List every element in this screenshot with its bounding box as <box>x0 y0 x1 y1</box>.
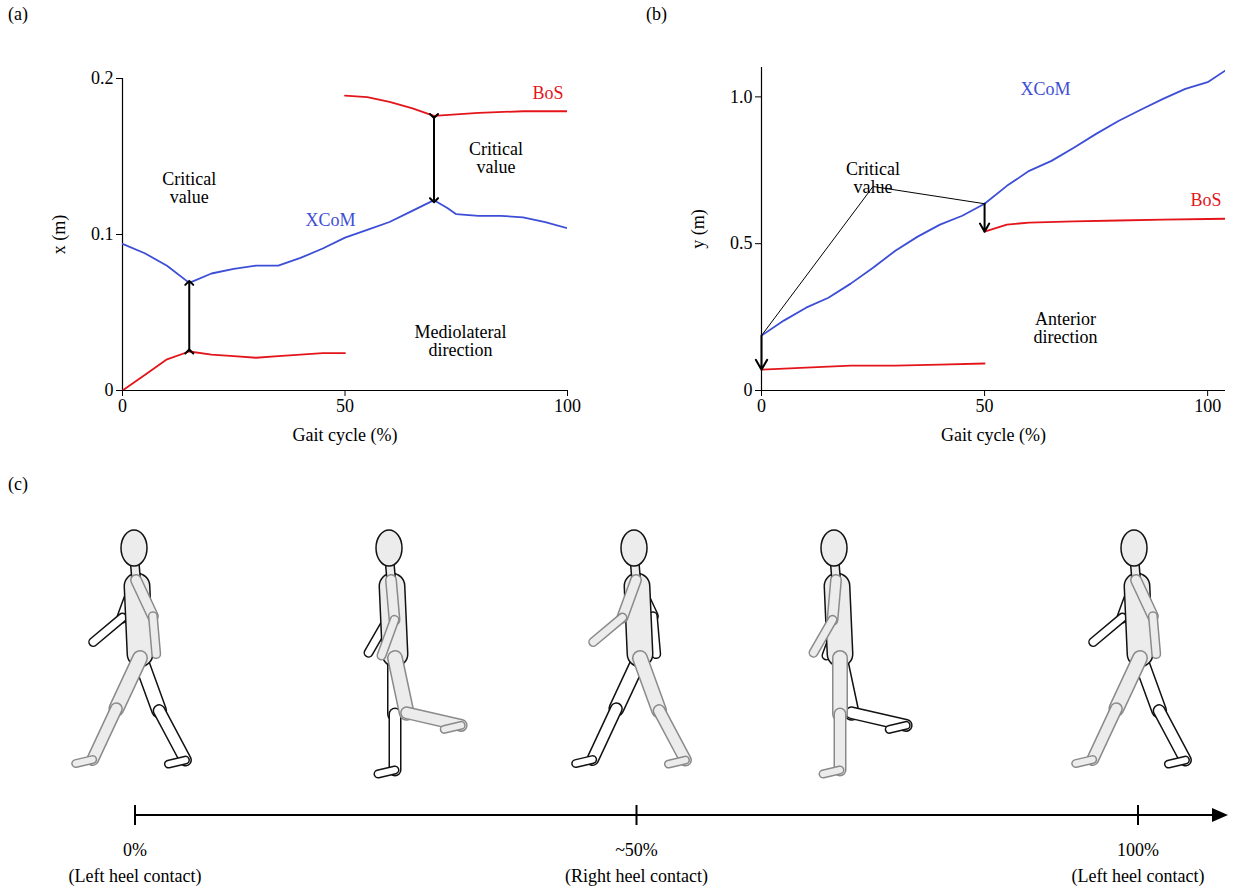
html-text:(b): (b) <box>646 4 667 24</box>
svg-text:Mediolateraldirection: Mediolateraldirection <box>415 322 507 360</box>
svg-text:0.2: 0.2 <box>91 68 114 88</box>
svg-text:(Left heel contact): (Left heel contact) <box>69 866 202 887</box>
svg-text:100%: 100% <box>1117 840 1159 860</box>
html-text:(c): (c) <box>8 474 28 494</box>
svg-text:BoS: BoS <box>1190 190 1221 210</box>
svg-text:50: 50 <box>976 396 994 416</box>
svg-text:y (m): y (m) <box>688 209 709 249</box>
svg-text:0: 0 <box>118 396 127 416</box>
svg-text:Criticalvalue: Criticalvalue <box>469 139 523 177</box>
svg-text:0: 0 <box>744 380 753 400</box>
svg-text:0.1: 0.1 <box>91 224 114 244</box>
svg-text:1.0: 1.0 <box>730 87 753 107</box>
svg-text:Criticalvalue: Criticalvalue <box>846 159 900 197</box>
html-text:(a): (a) <box>8 4 28 24</box>
svg-text:100: 100 <box>1194 396 1221 416</box>
svg-text:(Left heel contact): (Left heel contact) <box>1072 866 1205 887</box>
svg-text:0%: 0% <box>123 840 147 860</box>
svg-text:Gait cycle (%): Gait cycle (%) <box>293 425 398 446</box>
svg-text:Anteriordirection: Anteriordirection <box>1034 309 1098 347</box>
svg-text:Criticalvalue: Criticalvalue <box>162 169 216 207</box>
svg-text:XCoM: XCoM <box>1020 79 1070 99</box>
svg-text:BoS: BoS <box>532 83 563 103</box>
svg-text:x (m): x (m) <box>49 215 70 255</box>
svg-text:0: 0 <box>757 396 766 416</box>
svg-text:(Right heel contact): (Right heel contact) <box>565 866 708 887</box>
svg-text:Gait cycle (%): Gait cycle (%) <box>941 425 1046 446</box>
svg-text:XCoM: XCoM <box>305 210 355 230</box>
svg-text:100: 100 <box>554 396 581 416</box>
svg-text:50: 50 <box>336 396 354 416</box>
svg-text:0.5: 0.5 <box>730 233 753 253</box>
svg-text:~50%: ~50% <box>615 840 658 860</box>
svg-text:0: 0 <box>105 380 114 400</box>
